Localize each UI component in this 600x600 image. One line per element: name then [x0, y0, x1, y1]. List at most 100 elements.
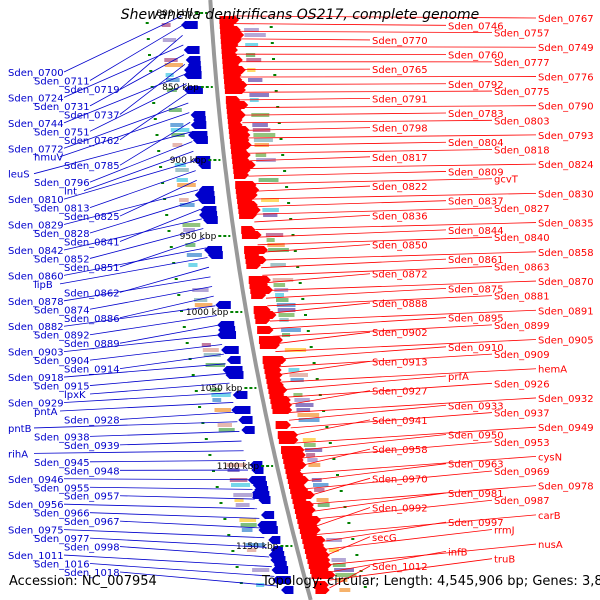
cog-category-bar: [192, 288, 209, 292]
forward-gene-arrow: [246, 261, 261, 269]
gene-label-left: Sden_0886: [64, 314, 120, 325]
gene-leader-line: [268, 302, 371, 314]
cog-category-bar: [307, 458, 318, 462]
gene-leader-line: [240, 105, 537, 108]
cog-category-bar: [299, 423, 319, 427]
forward-gene-arrow: [275, 421, 291, 429]
gene-label-right: Sden_0969: [494, 467, 550, 478]
reverse-gene-arrow: [258, 496, 271, 504]
gene-label-left: Sden_0851: [64, 263, 120, 274]
gene-leader-line: [321, 536, 371, 558]
cog-category-bar: [303, 443, 316, 447]
gene-leader-line: [89, 486, 253, 490]
gene-label-left: Sden_0915: [34, 382, 90, 393]
gene-leader-line: [250, 185, 371, 192]
gene-leader-line: [89, 170, 196, 208]
gene-leader-line: [254, 214, 371, 223]
cog-category-bar: [265, 233, 284, 237]
forward-gene-arrow: [272, 406, 293, 414]
gene-label-right: Sden_0970: [372, 474, 428, 485]
gene-label-left: pntA: [34, 407, 58, 418]
gene-label-left: Sden_1018: [64, 568, 120, 579]
position-dot: [322, 410, 326, 412]
cog-category-bar: [226, 463, 246, 467]
gene-label-right: Sden_0997: [448, 518, 504, 529]
cog-category-bar: [316, 498, 329, 502]
forward-gene-arrow: [241, 231, 262, 239]
gene-label-right: secG: [372, 533, 397, 544]
position-dot: [291, 234, 295, 236]
cog-category-bar: [183, 228, 195, 232]
gene-label-right: Sden_0803: [494, 116, 550, 127]
gene-label-right: Sden_0953: [494, 438, 550, 449]
reverse-gene-arrow: [203, 216, 218, 224]
gene-leader-line: [234, 38, 371, 41]
gene-label-right: Sden_0749: [538, 43, 594, 54]
position-dot: [149, 70, 153, 72]
gene-label-right: Sden_0987: [494, 496, 550, 507]
gene-label-right: Sden_0822: [372, 182, 428, 193]
position-dot: [332, 458, 336, 460]
cog-category-bar: [289, 373, 308, 377]
cog-category-bar: [245, 43, 259, 47]
cog-category-bar: [266, 238, 275, 242]
cog-category-bar: [245, 53, 256, 57]
gene-label-right: Sden_0791: [372, 94, 428, 105]
gene-label-left: Sden_0967: [64, 517, 120, 528]
gene-label-left: Sden_0966: [34, 509, 90, 520]
gene-leader-line: [293, 426, 537, 444]
cog-category-bar: [188, 263, 198, 267]
accession-info: Accession: NC_007954: [9, 574, 157, 589]
gene-leader-line: [235, 46, 537, 48]
gene-leader-line: [275, 339, 537, 352]
position-dot: [167, 230, 171, 232]
position-dot: [304, 314, 307, 316]
gene-leader-line: [119, 353, 224, 370]
gene-label-left: pntB: [8, 424, 32, 435]
gene-leader-line: [119, 63, 186, 115]
gene-leader-line: [83, 150, 194, 192]
gene-label-right: Sden_0899: [494, 321, 550, 332]
position-dot: [161, 182, 165, 184]
gene-leader-line: [63, 334, 221, 353]
cog-category-bar: [172, 143, 183, 147]
gene-leader-line: [63, 305, 216, 327]
gene-leader-line: [244, 141, 447, 147]
gene-leader-line: [317, 521, 447, 543]
gene-leader-line: [325, 550, 447, 574]
cog-category-bar: [252, 123, 268, 127]
gene-label-right: Sden_1012: [372, 562, 428, 573]
gene-leader-line: [281, 368, 537, 383]
gene-leader-line: [33, 450, 244, 454]
gene-label-left: Sden_0719: [64, 85, 120, 96]
gene-leader-line: [290, 412, 493, 429]
position-dot: [347, 522, 351, 524]
gene-leader-line: [302, 463, 447, 482]
gene-leader-line: [63, 15, 182, 73]
position-dot: [279, 138, 283, 140]
gene-label-left: Sden_0928: [64, 415, 120, 426]
gene-leader-line: [63, 392, 232, 403]
cog-category-bar: [262, 208, 279, 212]
cog-category-bar: [182, 223, 201, 227]
gene-leader-line: [63, 478, 251, 481]
gene-label-left: Sden_0977: [34, 534, 90, 545]
gene-leader-line: [287, 397, 537, 413]
gene-label-left: Sden_0842: [8, 246, 64, 257]
reverse-gene-arrow: [183, 71, 202, 79]
gene-leader-line: [89, 54, 185, 107]
gene-leader-line: [242, 119, 493, 124]
gene-leader-line: [309, 492, 447, 513]
reverse-gene-arrow: [251, 466, 264, 474]
cog-category-bar: [275, 293, 284, 297]
gene-label-right: Sden_0870: [538, 277, 594, 288]
gene-leader-line: [63, 44, 184, 98]
gene-leader-line: [297, 441, 493, 459]
gene-label-left: Sden_0918: [8, 373, 64, 384]
position-dot: [283, 170, 287, 172]
cog-category-bar: [179, 198, 189, 202]
gene-leader-line: [119, 546, 270, 558]
gene-leader-line: [272, 324, 493, 337]
